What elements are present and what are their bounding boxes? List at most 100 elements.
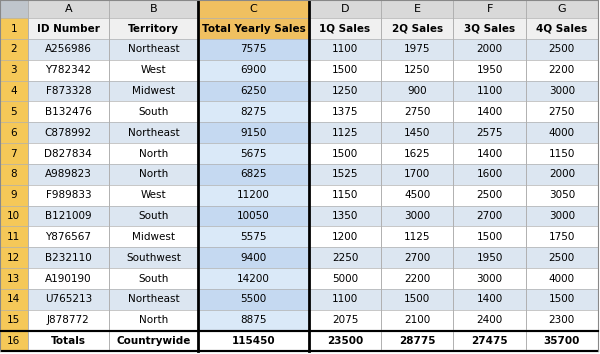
Bar <box>381 206 454 227</box>
Text: 9: 9 <box>11 190 17 200</box>
Text: B: B <box>149 4 157 14</box>
Text: 1500: 1500 <box>332 65 358 75</box>
Bar <box>381 81 454 102</box>
Bar <box>0 39 28 60</box>
Bar <box>198 0 309 18</box>
Text: 1400: 1400 <box>476 107 503 117</box>
Text: 6250: 6250 <box>240 86 266 96</box>
Text: 1250: 1250 <box>404 65 431 75</box>
Bar <box>198 60 309 81</box>
Text: C: C <box>250 4 257 14</box>
Text: 14: 14 <box>7 295 20 304</box>
Text: 2100: 2100 <box>404 315 430 325</box>
Bar <box>0 185 28 206</box>
Text: 4Q Sales: 4Q Sales <box>536 24 587 34</box>
Bar <box>28 18 109 40</box>
Bar <box>454 0 526 18</box>
Text: 2075: 2075 <box>332 315 358 325</box>
Text: 2200: 2200 <box>549 65 575 75</box>
Bar <box>109 102 198 122</box>
Bar <box>381 310 454 331</box>
Bar <box>381 143 454 164</box>
Text: 2250: 2250 <box>332 253 358 263</box>
Bar <box>454 289 526 310</box>
Text: 2575: 2575 <box>476 128 503 138</box>
Text: Midwest: Midwest <box>132 232 175 242</box>
Bar <box>0 122 28 143</box>
Bar <box>0 268 28 289</box>
Bar <box>309 227 381 247</box>
Bar <box>109 289 198 310</box>
Bar <box>28 122 109 143</box>
Bar <box>309 81 381 102</box>
Bar <box>454 331 526 352</box>
Bar <box>309 185 381 206</box>
Bar <box>28 39 109 60</box>
Bar <box>454 185 526 206</box>
Text: 27475: 27475 <box>471 336 508 346</box>
Text: F989833: F989833 <box>46 190 91 200</box>
Text: 1500: 1500 <box>332 149 358 159</box>
Bar <box>526 143 598 164</box>
Text: C878992: C878992 <box>45 128 92 138</box>
Text: Y782342: Y782342 <box>46 65 91 75</box>
Text: 900: 900 <box>407 86 427 96</box>
Text: 1250: 1250 <box>332 86 358 96</box>
Bar <box>309 60 381 81</box>
Bar <box>309 289 381 310</box>
Bar <box>198 227 309 247</box>
Bar <box>0 81 28 102</box>
Text: 2200: 2200 <box>404 274 430 284</box>
Text: 1525: 1525 <box>332 170 358 179</box>
Bar <box>0 164 28 185</box>
Text: 7575: 7575 <box>240 44 267 55</box>
Bar <box>0 310 28 331</box>
Bar <box>454 122 526 143</box>
Text: 9400: 9400 <box>241 253 266 263</box>
Text: 5500: 5500 <box>241 295 266 304</box>
Bar <box>309 122 381 143</box>
Text: 5575: 5575 <box>240 232 267 242</box>
Text: 1100: 1100 <box>332 295 358 304</box>
Bar <box>198 247 309 268</box>
Text: 1625: 1625 <box>404 149 431 159</box>
Bar <box>454 164 526 185</box>
Text: A256986: A256986 <box>45 44 92 55</box>
Bar <box>28 102 109 122</box>
Text: 35700: 35700 <box>544 336 580 346</box>
Bar <box>109 143 198 164</box>
Bar <box>109 185 198 206</box>
Bar <box>381 0 454 18</box>
Bar <box>109 81 198 102</box>
Text: Midwest: Midwest <box>132 86 175 96</box>
Text: 8875: 8875 <box>240 315 267 325</box>
Bar <box>309 247 381 268</box>
Text: Southwest: Southwest <box>126 253 181 263</box>
Text: A: A <box>65 4 72 14</box>
Bar <box>381 227 454 247</box>
Bar <box>109 60 198 81</box>
Text: 115450: 115450 <box>232 336 275 346</box>
Text: West: West <box>140 190 166 200</box>
Text: 2500: 2500 <box>549 253 575 263</box>
Text: 10050: 10050 <box>237 211 270 221</box>
Bar <box>309 164 381 185</box>
Bar <box>381 331 454 352</box>
Text: Territory: Territory <box>128 24 179 34</box>
Text: D827834: D827834 <box>44 149 92 159</box>
Text: 2750: 2750 <box>548 107 575 117</box>
Text: 1500: 1500 <box>476 232 503 242</box>
Text: South: South <box>138 211 169 221</box>
Bar <box>109 227 198 247</box>
Bar <box>454 60 526 81</box>
Bar <box>454 268 526 289</box>
Text: B232110: B232110 <box>45 253 92 263</box>
Text: Countrywide: Countrywide <box>116 336 191 346</box>
Bar <box>309 102 381 122</box>
Text: 3Q Sales: 3Q Sales <box>464 24 515 34</box>
Text: 1450: 1450 <box>404 128 431 138</box>
Text: South: South <box>138 107 169 117</box>
Bar <box>526 122 598 143</box>
Bar <box>526 164 598 185</box>
Text: Y876567: Y876567 <box>46 232 91 242</box>
